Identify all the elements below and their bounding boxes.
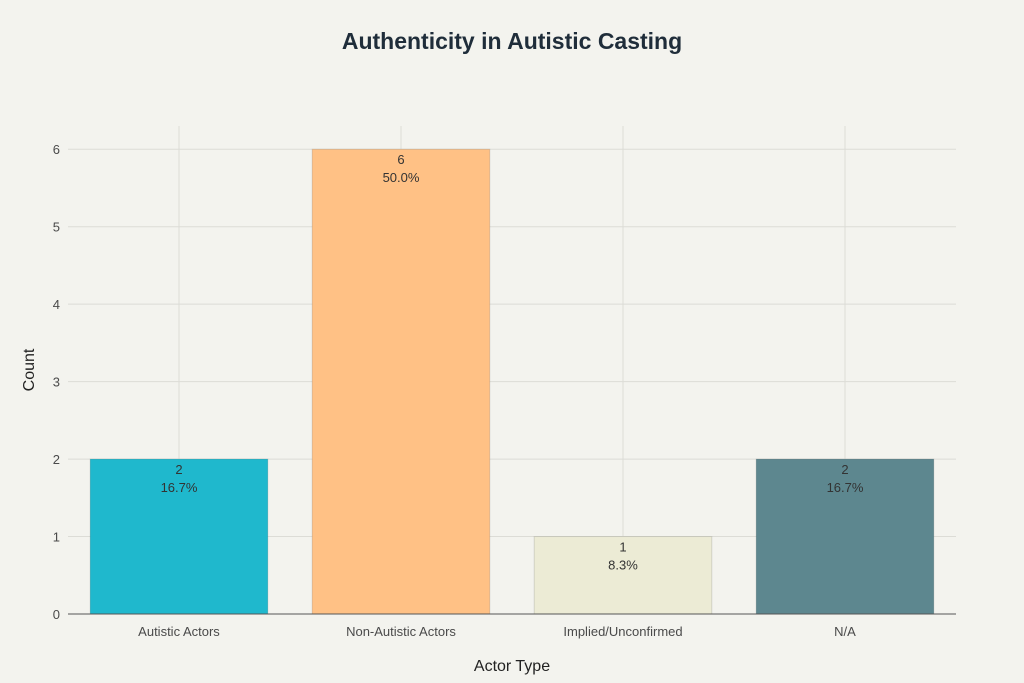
- axes: 0 1 2 3 4 5 6 Autistic Actors Non-Autistic Actor…: [53, 142, 956, 639]
- bar: [311, 148, 491, 615]
- bar-value-label: 2: [175, 462, 182, 477]
- y-tick-label: 5: [53, 220, 60, 235]
- bar-percent-label: 16.7%: [827, 480, 864, 495]
- bar: [533, 536, 713, 615]
- x-tick-label: N/A: [834, 624, 856, 639]
- x-tick-label: Implied/Unconfirmed: [563, 624, 682, 639]
- bar-percent-label: 16.7%: [161, 480, 198, 495]
- bars: 2 16.7% 6 50.0% 1 8.3% 2 16.7%: [89, 148, 935, 615]
- y-tick-label: 0: [53, 607, 60, 622]
- x-tick-label: Non-Autistic Actors: [346, 624, 456, 639]
- bar: [89, 458, 269, 615]
- chart-title: Authenticity in Autistic Casting: [341, 28, 683, 54]
- y-axis-title: Count: [21, 348, 38, 391]
- y-tick-label: 3: [53, 375, 60, 390]
- bar-percent-label: 8.3%: [608, 558, 638, 573]
- x-axis-title: Actor Type: [474, 658, 550, 675]
- bar-percent-label: 50.0%: [383, 170, 420, 185]
- bar: [755, 458, 935, 615]
- y-tick-label: 4: [53, 297, 60, 312]
- bar-value-label: 1: [619, 540, 626, 555]
- y-tick-label: 6: [53, 142, 60, 157]
- y-tick-label: 2: [53, 452, 60, 467]
- y-tick-label: 1: [53, 530, 60, 545]
- bar-value-label: 6: [397, 152, 404, 167]
- bar-value-label: 2: [841, 462, 848, 477]
- x-tick-label: Autistic Actors: [138, 624, 220, 639]
